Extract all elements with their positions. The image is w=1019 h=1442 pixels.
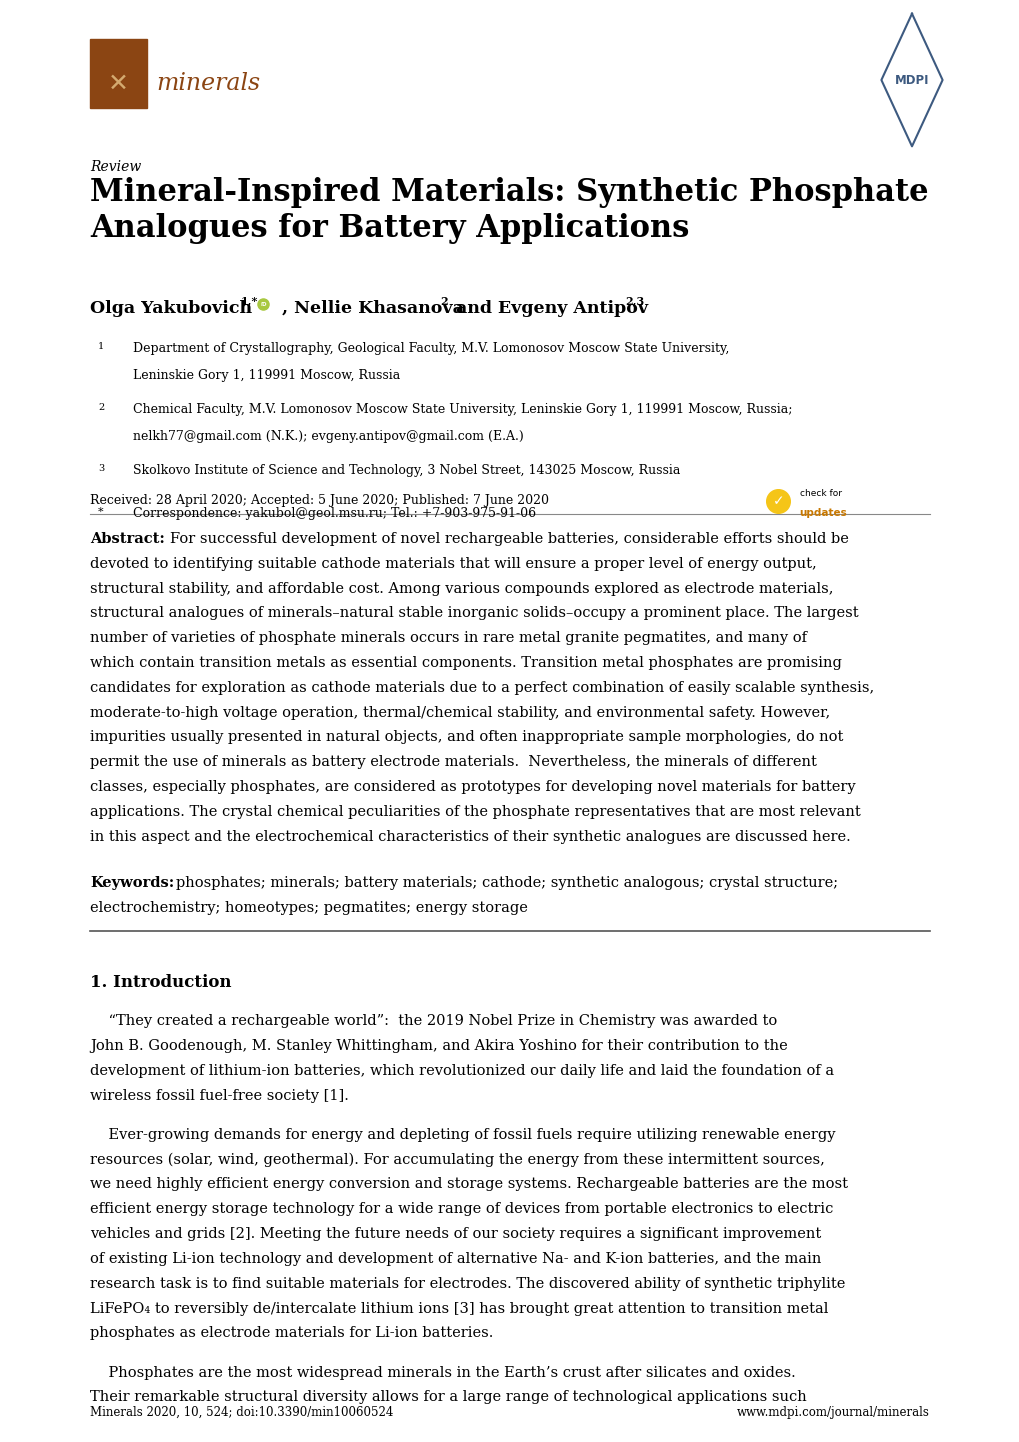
Text: candidates for exploration as cathode materials due to a perfect combination of : candidates for exploration as cathode ma… [90, 681, 873, 695]
Text: of existing Li-ion technology and development of alternative Na- and K-ion batte: of existing Li-ion technology and develo… [90, 1252, 820, 1266]
Text: 2,3: 2,3 [625, 296, 644, 307]
Text: John B. Goodenough, M. Stanley Whittingham, and Akira Yoshino for their contribu: John B. Goodenough, M. Stanley Whittingh… [90, 1040, 787, 1053]
Text: ✕: ✕ [108, 72, 129, 97]
Text: phosphates as electrode materials for Li-ion batteries.: phosphates as electrode materials for Li… [90, 1327, 493, 1340]
Text: check for: check for [799, 489, 841, 497]
Text: Department of Crystallography, Geological Faculty, M.V. Lomonosov Moscow State U: Department of Crystallography, Geologica… [132, 342, 729, 355]
Text: iD: iD [260, 301, 266, 307]
Text: updates: updates [799, 508, 847, 518]
Text: number of varieties of phosphate minerals occurs in rare metal granite pegmatite: number of varieties of phosphate mineral… [90, 632, 806, 645]
Text: Correspondence: yakubol@geol.msu.ru; Tel.: +7-903-975-91-06: Correspondence: yakubol@geol.msu.ru; Tel… [132, 508, 535, 521]
Text: *: * [98, 508, 104, 518]
Text: “They created a rechargeable world”:  the 2019 Nobel Prize in Chemistry was awar: “They created a rechargeable world”: the… [90, 1014, 776, 1028]
Text: Ever-growing demands for energy and depleting of fossil fuels require utilizing : Ever-growing demands for energy and depl… [90, 1128, 835, 1142]
Text: Skolkovo Institute of Science and Technology, 3 Nobel Street, 143025 Moscow, Rus: Skolkovo Institute of Science and Techno… [132, 464, 680, 477]
Text: LiFePO₄ to reversibly de/intercalate lithium ions [3] has brought great attentio: LiFePO₄ to reversibly de/intercalate lit… [90, 1302, 827, 1315]
Text: wireless fossil fuel-free society [1].: wireless fossil fuel-free society [1]. [90, 1089, 348, 1103]
Text: 2: 2 [98, 402, 104, 412]
Text: Review: Review [90, 160, 141, 174]
Text: applications. The crystal chemical peculiarities of the phosphate representative: applications. The crystal chemical pecul… [90, 805, 860, 819]
Text: 1. Introduction: 1. Introduction [90, 973, 231, 991]
Bar [90, 39, 147, 108]
Text: moderate-to-high voltage operation, thermal/chemical stability, and environmenta: moderate-to-high voltage operation, ther… [90, 705, 829, 720]
Text: phosphates; minerals; battery materials; cathode; synthetic analogous; crystal s: phosphates; minerals; battery materials;… [175, 877, 837, 890]
Text: Abstract:: Abstract: [90, 532, 165, 547]
Text: minerals: minerals [156, 72, 260, 95]
Text: nelkh77@gmail.com (N.K.); evgeny.antipov@gmail.com (E.A.): nelkh77@gmail.com (N.K.); evgeny.antipov… [132, 430, 523, 443]
Text: we need highly efficient energy conversion and storage systems. Rechargeable bat: we need highly efficient energy conversi… [90, 1178, 847, 1191]
Text: 2: 2 [439, 296, 447, 307]
Text: electrochemistry; homeotypes; pegmatites; energy storage: electrochemistry; homeotypes; pegmatites… [90, 901, 528, 914]
Text: in this aspect and the electrochemical characteristics of their synthetic analog: in this aspect and the electrochemical c… [90, 829, 850, 844]
Text: impurities usually presented in natural objects, and often inappropriate sample : impurities usually presented in natural … [90, 731, 843, 744]
Text: vehicles and grids [2]. Meeting the future needs of our society requires a signi: vehicles and grids [2]. Meeting the futu… [90, 1227, 820, 1242]
Text: classes, especially phosphates, are considered as prototypes for developing nove: classes, especially phosphates, are cons… [90, 780, 855, 795]
Text: Received: 28 April 2020; Accepted: 5 June 2020; Published: 7 June 2020: Received: 28 April 2020; Accepted: 5 Jun… [90, 495, 548, 508]
Text: 1,*: 1,* [240, 296, 258, 307]
Text: structural stability, and affordable cost. Among various compounds explored as e: structural stability, and affordable cos… [90, 581, 833, 596]
Text: 3: 3 [98, 464, 104, 473]
Text: resources (solar, wind, geothermal). For accumulating the energy from these inte: resources (solar, wind, geothermal). For… [90, 1152, 824, 1167]
Text: which contain transition metals as essential components. Transition metal phosph: which contain transition metals as essen… [90, 656, 841, 671]
Text: Keywords:: Keywords: [90, 877, 174, 890]
Text: Olga Yakubovich: Olga Yakubovich [90, 300, 258, 317]
Text: devoted to identifying suitable cathode materials that will ensure a proper leve: devoted to identifying suitable cathode … [90, 557, 816, 571]
Text: permit the use of minerals as battery electrode materials.  Nevertheless, the mi: permit the use of minerals as battery el… [90, 756, 816, 769]
Text: and Evgeny Antipov: and Evgeny Antipov [449, 300, 653, 317]
Text: development of lithium-ion batteries, which revolutionized our daily life and la: development of lithium-ion batteries, wh… [90, 1064, 834, 1077]
Text: Mineral-Inspired Materials: Synthetic Phosphate
Analogues for Battery Applicatio: Mineral-Inspired Materials: Synthetic Ph… [90, 177, 927, 244]
Text: MDPI: MDPI [894, 74, 928, 87]
Text: , Nellie Khasanova: , Nellie Khasanova [281, 300, 469, 317]
Text: For successful development of novel rechargeable batteries, considerable efforts: For successful development of novel rech… [169, 532, 848, 547]
Text: Minerals 2020, 10, 524; doi:10.3390/min10060524: Minerals 2020, 10, 524; doi:10.3390/min1… [90, 1406, 393, 1419]
Text: ✓: ✓ [771, 493, 784, 508]
Text: efficient energy storage technology for a wide range of devices from portable el: efficient energy storage technology for … [90, 1203, 833, 1216]
Text: structural analogues of minerals–natural stable inorganic solids–occupy a promin: structural analogues of minerals–natural… [90, 607, 858, 620]
Text: research task is to find suitable materials for electrodes. The discovered abili: research task is to find suitable materi… [90, 1276, 845, 1291]
Text: 1: 1 [98, 342, 104, 350]
Text: Chemical Faculty, M.V. Lomonosov Moscow State University, Leninskie Gory 1, 1199: Chemical Faculty, M.V. Lomonosov Moscow … [132, 402, 792, 415]
Text: www.mdpi.com/journal/minerals: www.mdpi.com/journal/minerals [737, 1406, 929, 1419]
Text: Their remarkable structural diversity allows for a large range of technological : Their remarkable structural diversity al… [90, 1390, 806, 1405]
Text: Leninskie Gory 1, 119991 Moscow, Russia: Leninskie Gory 1, 119991 Moscow, Russia [132, 369, 399, 382]
Text: Phosphates are the most widespread minerals in the Earth’s crust after silicates: Phosphates are the most widespread miner… [90, 1366, 795, 1380]
